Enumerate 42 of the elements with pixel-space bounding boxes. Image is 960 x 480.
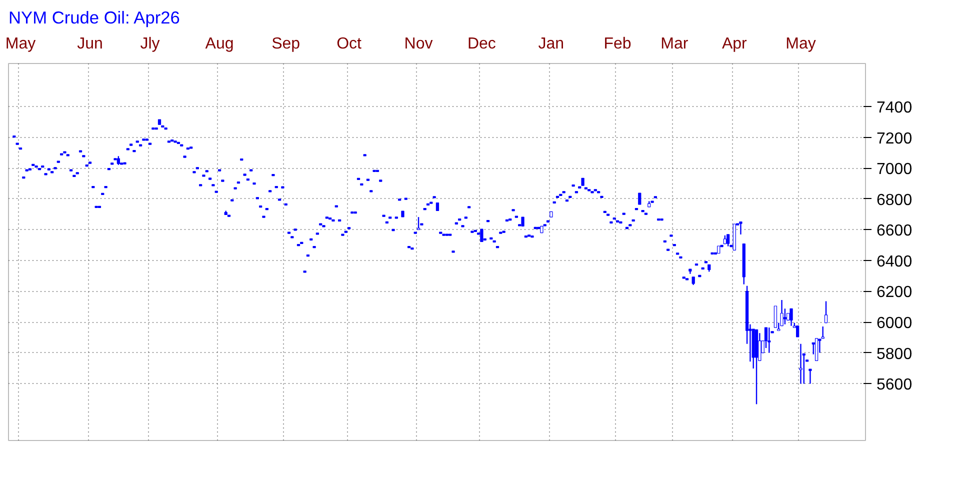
candlestick [780, 299, 784, 326]
candlestick [638, 192, 642, 206]
candlestick [790, 308, 793, 326]
x-tick-label: Jun [77, 36, 103, 52]
y-tick-label: 6400 [876, 253, 912, 270]
y-tick-label: 7200 [876, 130, 912, 148]
x-tick-label: Nov [404, 36, 433, 52]
candlestick [796, 325, 800, 338]
x-tick-label: Apr [722, 36, 748, 52]
x-tick-label: Oct [336, 36, 362, 52]
x-tick-label: May [786, 36, 816, 52]
candlestick [726, 234, 730, 247]
y-tick-label: 6000 [876, 315, 912, 332]
candlestick [768, 326, 771, 354]
candlestick [521, 216, 524, 227]
x-tick-label: Sep [272, 36, 300, 52]
y-tick-label: 6200 [876, 284, 912, 302]
candlestick [480, 228, 484, 242]
candlestick [808, 368, 812, 384]
candlestick [799, 343, 802, 384]
candlestick [824, 300, 828, 324]
candlestick [821, 326, 824, 340]
y-tick-label: 6800 [876, 192, 912, 209]
y-tick-label: 7000 [876, 161, 912, 178]
x-tick-label: Jan [538, 36, 564, 52]
x-tick-label: Mar [660, 36, 689, 52]
chart-title: NYM Crude Oil: Apr26 [8, 8, 180, 28]
x-tick-label: Aug [205, 36, 234, 52]
x-tick-label: Feb [604, 36, 632, 52]
candlestick [416, 216, 420, 230]
candlestick [764, 326, 768, 349]
y-tick-label: 5800 [876, 346, 912, 363]
x-tick-label: May [5, 36, 36, 52]
x-tick-label: Jly [140, 36, 160, 52]
candlestick [783, 308, 787, 325]
y-tick-label: 7400 [876, 100, 912, 117]
y-tick-label: 6600 [876, 222, 912, 240]
x-tick-label: Dec [467, 36, 496, 52]
candlestick [814, 338, 818, 361]
y-tick-label: 5600 [876, 376, 912, 394]
candlestick [774, 305, 778, 328]
candlestick [739, 221, 742, 236]
